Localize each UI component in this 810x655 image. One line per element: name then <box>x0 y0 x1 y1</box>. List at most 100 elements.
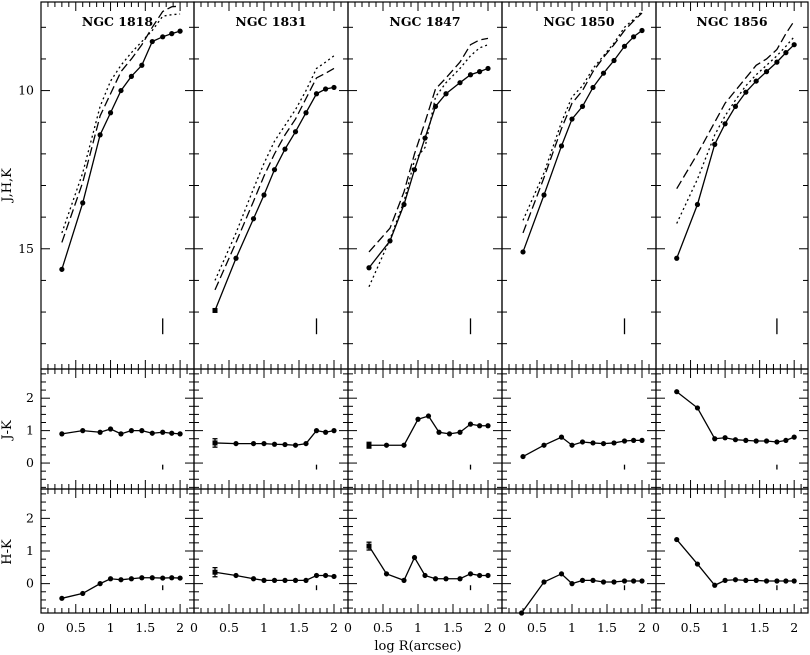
K-point <box>631 34 637 40</box>
K-point <box>401 201 407 208</box>
y-tick-label: 0 <box>26 576 34 591</box>
y-axis-label-jk: J-K <box>0 420 15 442</box>
panel-title: NGC 1850 <box>543 14 614 29</box>
K-point <box>743 89 749 95</box>
y-axis-label-magnitude: J,H,K <box>0 168 15 204</box>
panel-frame <box>655 368 809 490</box>
panel-ngc-1850: NGC 1850 0 0.5 1 1.5 2 <box>498 1 657 635</box>
x-tick-label: 1.5 <box>443 620 463 635</box>
x-tick-label: 0.5 <box>66 620 86 635</box>
HK-point <box>271 577 278 583</box>
JK-point <box>331 428 337 434</box>
K-point <box>432 103 439 110</box>
JK-point <box>457 429 463 435</box>
HK-point <box>212 569 218 575</box>
HK-point <box>732 577 739 583</box>
HK-point <box>292 577 299 583</box>
JK-point <box>149 430 155 436</box>
HK-point <box>519 610 525 616</box>
panel-frame <box>347 1 503 370</box>
HK-point <box>763 578 770 584</box>
x-tick-label: 1.5 <box>750 620 770 635</box>
JK-point <box>446 431 453 437</box>
JK-point <box>118 431 124 437</box>
K-point <box>233 255 239 261</box>
panel-frame <box>501 488 657 614</box>
K-point <box>97 132 103 138</box>
curve-J-band <box>61 13 181 234</box>
JK-point <box>477 423 483 429</box>
JK-point <box>485 423 491 429</box>
HK-point <box>160 575 166 581</box>
curve-H-band <box>522 12 643 234</box>
K-point <box>292 129 299 135</box>
K-point <box>107 110 114 116</box>
JK-point <box>467 421 474 427</box>
K-point <box>303 110 309 116</box>
JK-point <box>639 437 645 443</box>
HK-point <box>107 576 114 582</box>
panel-title: NGC 1818 <box>82 14 153 29</box>
JK-point <box>579 439 586 445</box>
HK-point <box>303 577 309 583</box>
K-point <box>732 103 739 110</box>
K-point <box>411 167 418 173</box>
x-tick-label: 2 <box>638 620 646 635</box>
HK-point <box>477 572 483 579</box>
HK-point <box>177 575 183 581</box>
K-point <box>212 307 218 313</box>
K-point <box>783 50 789 56</box>
curve-J-band <box>522 11 643 221</box>
JK-point <box>107 426 114 432</box>
JK-point <box>401 442 407 448</box>
HK-point <box>541 579 547 585</box>
x-axis-label: log R(arcsec) <box>374 639 461 654</box>
y-tick-label: 1 <box>26 423 34 438</box>
panel-frame <box>501 368 657 490</box>
JK-point <box>774 439 780 445</box>
JK-point <box>763 438 770 444</box>
x-tick-label: 1.5 <box>289 620 309 635</box>
K-point <box>118 87 124 94</box>
curve-H-band <box>214 67 335 291</box>
JK-point <box>732 437 739 443</box>
JK-point <box>631 437 637 443</box>
panel-ngc-1856: NGC 1856 0 0.5 1 1.5 2 <box>652 1 809 635</box>
panel-frame <box>40 368 195 490</box>
HK-point <box>579 577 586 583</box>
HK-point <box>639 578 645 584</box>
JK-point <box>753 438 759 444</box>
JK-point <box>712 436 718 442</box>
K-point <box>313 91 320 97</box>
curve-K-band <box>522 29 643 253</box>
K-point <box>422 135 428 141</box>
JK-point <box>177 431 183 437</box>
K-point <box>541 192 547 198</box>
JK-point <box>436 429 442 435</box>
K-point <box>366 265 372 271</box>
JK-point <box>600 440 607 447</box>
panel-title: NGC 1856 <box>696 14 767 29</box>
x-tick-label: 0 <box>344 620 352 635</box>
y-tick-label: 1 <box>26 543 34 558</box>
HK-point <box>457 576 463 582</box>
HK-point <box>432 576 439 582</box>
panel-ngc-1847: NGC 1847 0 0.5 1 1.5 2 <box>344 1 503 635</box>
K-point <box>80 200 86 206</box>
HK-point <box>149 575 155 581</box>
K-point <box>639 27 645 34</box>
y-tick-label: 15 <box>18 241 34 256</box>
HK-point <box>485 572 491 579</box>
JK-point <box>415 416 421 422</box>
curve-J-band <box>676 36 795 224</box>
panel-ngc-1818: NGC 1818 0 0.5 1 1.5 2 <box>37 1 195 635</box>
JK-point <box>169 430 175 436</box>
JK-point <box>425 413 432 419</box>
K-point <box>271 167 278 173</box>
K-point <box>621 43 628 49</box>
JK-point <box>212 440 218 446</box>
HK-point <box>631 578 637 584</box>
HK-point <box>674 536 680 543</box>
JK-point <box>303 440 309 447</box>
